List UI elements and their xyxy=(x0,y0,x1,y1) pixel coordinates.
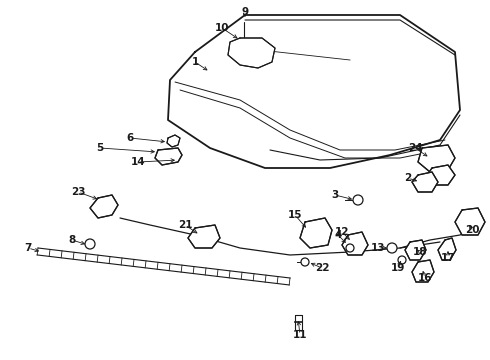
Text: 22: 22 xyxy=(315,263,329,273)
Text: 13: 13 xyxy=(371,243,385,253)
Text: 14: 14 xyxy=(131,157,146,167)
Polygon shape xyxy=(455,208,485,235)
Text: 11: 11 xyxy=(293,330,307,340)
Circle shape xyxy=(353,195,363,205)
Polygon shape xyxy=(155,148,182,165)
Text: 5: 5 xyxy=(97,143,103,153)
Text: 2: 2 xyxy=(404,173,412,183)
Polygon shape xyxy=(188,225,220,248)
Polygon shape xyxy=(342,232,368,255)
Polygon shape xyxy=(418,145,455,172)
Text: 9: 9 xyxy=(242,7,248,17)
Text: 23: 23 xyxy=(71,187,85,197)
Polygon shape xyxy=(228,38,275,68)
Circle shape xyxy=(346,244,354,252)
Text: 3: 3 xyxy=(331,190,339,200)
Text: 1: 1 xyxy=(192,57,198,67)
Text: 7: 7 xyxy=(24,243,32,253)
Text: 21: 21 xyxy=(178,220,192,230)
Text: 19: 19 xyxy=(391,263,405,273)
Circle shape xyxy=(398,256,406,264)
Text: 12: 12 xyxy=(335,227,349,237)
Text: 10: 10 xyxy=(215,23,229,33)
Text: 24: 24 xyxy=(408,143,422,153)
Circle shape xyxy=(301,258,309,266)
Text: 4: 4 xyxy=(334,230,342,240)
Text: 17: 17 xyxy=(441,253,455,263)
Circle shape xyxy=(387,243,397,253)
Text: 6: 6 xyxy=(126,133,134,143)
Polygon shape xyxy=(425,165,455,185)
Text: 18: 18 xyxy=(413,247,427,257)
Text: 8: 8 xyxy=(69,235,75,245)
Polygon shape xyxy=(300,218,332,248)
Polygon shape xyxy=(405,240,426,260)
Polygon shape xyxy=(438,238,456,260)
Polygon shape xyxy=(412,172,438,192)
Text: 20: 20 xyxy=(465,225,479,235)
Circle shape xyxy=(85,239,95,249)
Polygon shape xyxy=(412,260,434,282)
Polygon shape xyxy=(167,135,180,147)
Text: 15: 15 xyxy=(288,210,302,220)
Text: 16: 16 xyxy=(418,273,432,283)
Polygon shape xyxy=(90,195,118,218)
